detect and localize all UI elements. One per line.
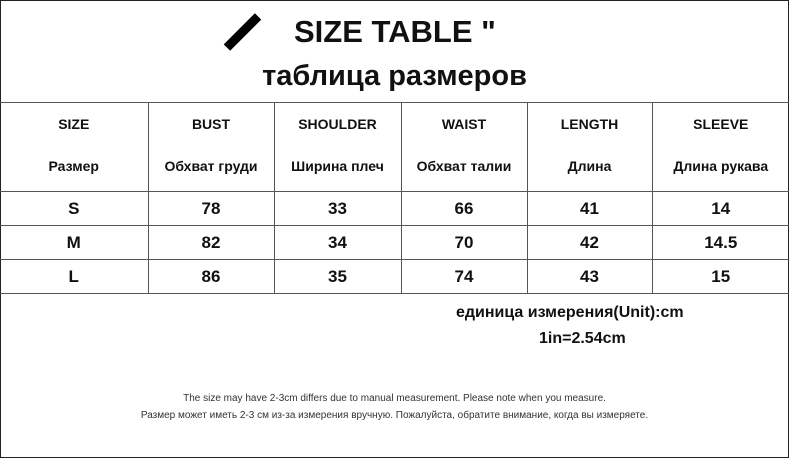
measurement-note-ru: Размер может иметь 2-3 см из-за измерени… (140, 410, 649, 421)
header-row: SIZE Размер BUST Обхват груди SHOULDER Шири… (0, 102, 789, 192)
table-cell: 15 (651, 259, 789, 294)
table-cell: 74 (400, 259, 528, 294)
header-cell: BUST Обхват груди (147, 102, 275, 192)
table-cell: 34 (273, 225, 402, 260)
subtitle: таблица размеров (262, 60, 527, 92)
header-cell: SLEEVE Длина рукава (651, 102, 789, 192)
header-cell: SIZE Размер (0, 102, 149, 192)
table-row: S 78 33 66 41 14 (0, 191, 789, 226)
table-cell: 35 (273, 259, 402, 294)
header-cell: SHOULDER Ширина плеч (273, 102, 402, 192)
table-row: L 86 35 74 43 15 (0, 259, 789, 294)
table-cell: 43 (526, 259, 653, 294)
table-cell: 78 (147, 191, 275, 226)
table-cell: 82 (147, 225, 275, 260)
conversion-note: 1in=2.54cm (539, 330, 626, 347)
table-cell: M (0, 225, 149, 260)
table-row: M 82 34 70 42 14.5 (0, 225, 789, 260)
table-cell: 86 (147, 259, 275, 294)
table-cell: 14.5 (651, 225, 789, 260)
header-cell: WAIST Обхват талии (400, 102, 528, 192)
measurement-note-en: The size may have 2-3cm differs due to m… (183, 393, 606, 404)
header-cell: LENGTH Длина (526, 102, 653, 192)
title: SIZE TABLE " (294, 14, 496, 49)
table-cell: 70 (400, 225, 528, 260)
table-cell: 14 (651, 191, 789, 226)
unit-note: единица измерения(Unit):cm (456, 304, 684, 321)
table-cell: 41 (526, 191, 653, 226)
table-cell: 33 (273, 191, 402, 226)
table-cell: S (0, 191, 149, 226)
size-table: SIZE Размер BUST Обхват груди SHOULDER Шири… (0, 102, 789, 294)
table-cell: 42 (526, 225, 653, 260)
table-cell: 66 (400, 191, 528, 226)
table-cell: L (0, 259, 149, 294)
